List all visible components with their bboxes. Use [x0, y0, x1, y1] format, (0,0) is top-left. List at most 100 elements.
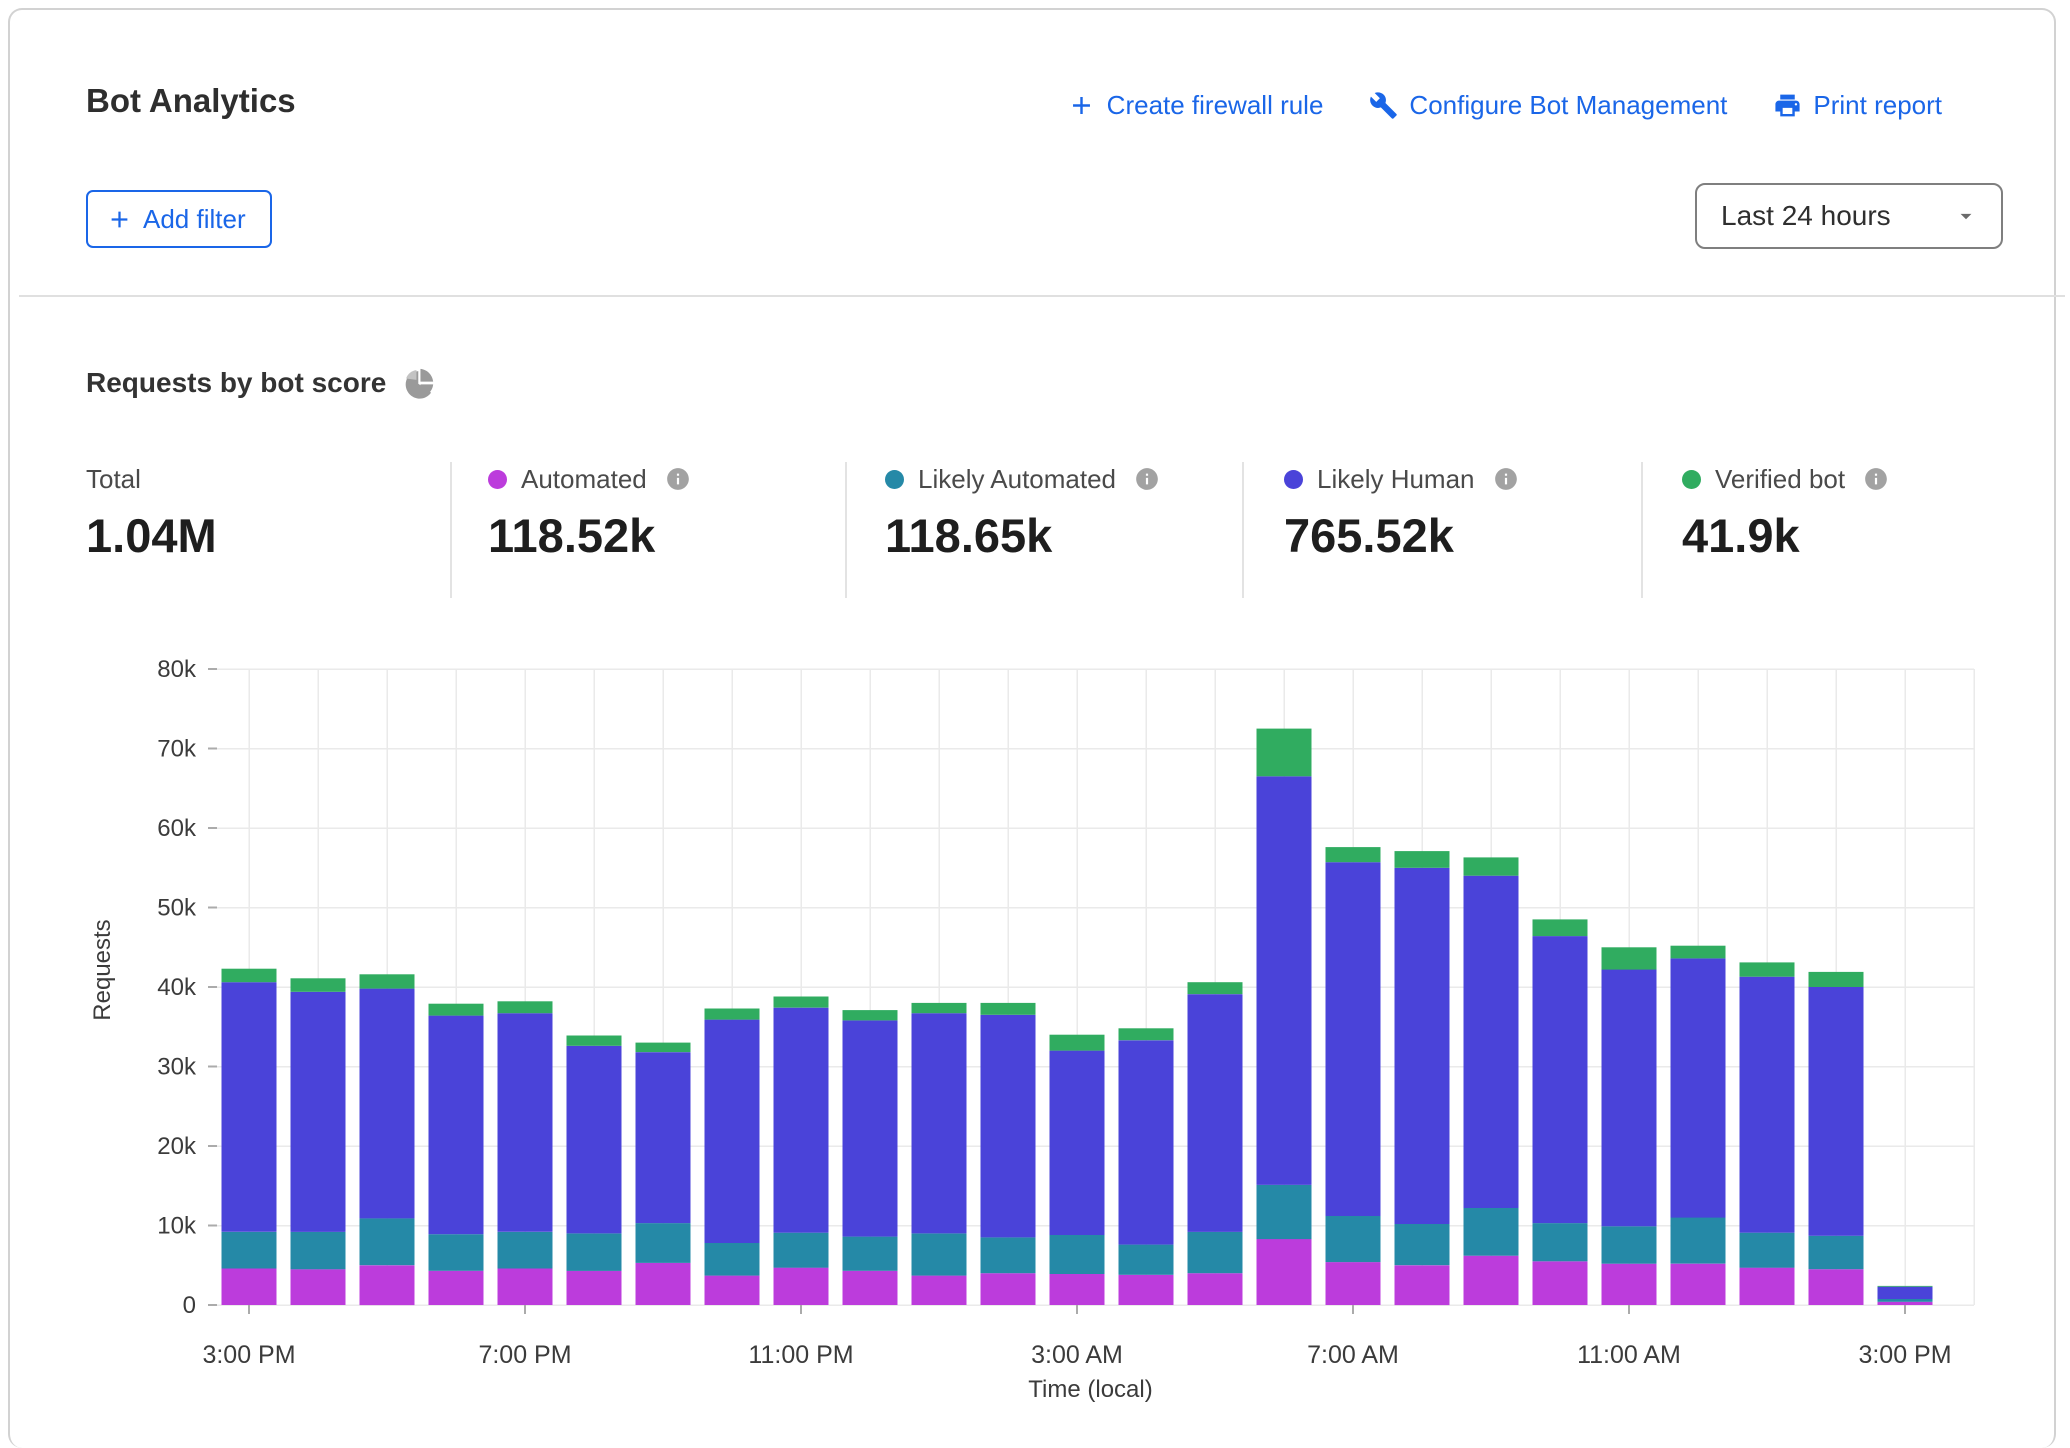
bar-segment[interactable]	[1740, 1268, 1795, 1305]
bar-segment[interactable]	[1257, 776, 1312, 1185]
bar-600PM[interactable]	[429, 1004, 484, 1305]
bar-1200PM[interactable]	[1671, 946, 1726, 1305]
bar-200PM[interactable]	[1809, 972, 1864, 1305]
bar-segment[interactable]	[912, 1234, 967, 1276]
bar-segment[interactable]	[1602, 1264, 1657, 1305]
bar-segment[interactable]	[291, 992, 346, 1232]
bar-segment[interactable]	[498, 1268, 553, 1305]
bar-segment[interactable]	[1809, 987, 1864, 1236]
bar-segment[interactable]	[1119, 1028, 1174, 1040]
bar-segment[interactable]	[1878, 1287, 1933, 1299]
bar-500AM[interactable]	[1188, 982, 1243, 1305]
bar-segment[interactable]	[222, 1232, 277, 1269]
bar-segment[interactable]	[705, 1009, 760, 1020]
bar-1100PM[interactable]	[774, 997, 829, 1306]
bar-1000AM[interactable]	[1533, 919, 1588, 1305]
bar-800PM[interactable]	[567, 1036, 622, 1306]
bar-segment[interactable]	[636, 1223, 691, 1263]
bar-segment[interactable]	[981, 1237, 1036, 1273]
configure-bot-management-link[interactable]: Configure Bot Management	[1369, 90, 1727, 121]
bar-segment[interactable]	[1119, 1275, 1174, 1305]
bar-segment[interactable]	[1188, 982, 1243, 994]
bar-segment[interactable]	[843, 1010, 898, 1020]
bar-segment[interactable]	[1119, 1245, 1174, 1275]
bar-segment[interactable]	[291, 978, 346, 992]
bar-segment[interactable]	[1119, 1040, 1174, 1244]
bar-segment[interactable]	[1602, 970, 1657, 1227]
bar-segment[interactable]	[981, 1273, 1036, 1305]
bar-600AM[interactable]	[1257, 729, 1312, 1305]
bar-segment[interactable]	[1740, 977, 1795, 1233]
bar-segment[interactable]	[498, 1001, 553, 1013]
bar-segment[interactable]	[705, 1020, 760, 1243]
bar-1100AM[interactable]	[1602, 947, 1657, 1305]
bar-segment[interactable]	[1533, 936, 1588, 1223]
bar-segment[interactable]	[636, 1263, 691, 1305]
bar-segment[interactable]	[222, 969, 277, 983]
bar-segment[interactable]	[1602, 947, 1657, 969]
bar-900AM[interactable]	[1464, 857, 1519, 1305]
bar-segment[interactable]	[291, 1232, 346, 1269]
bar-segment[interactable]	[1395, 1265, 1450, 1305]
create-firewall-rule-link[interactable]: Create firewall rule	[1067, 90, 1324, 121]
bar-segment[interactable]	[1671, 946, 1726, 959]
bar-segment[interactable]	[912, 1003, 967, 1013]
bar-segment[interactable]	[774, 1233, 829, 1268]
info-icon[interactable]	[1863, 466, 1889, 492]
bar-segment[interactable]	[360, 1265, 415, 1305]
bar-900PM[interactable]	[636, 1043, 691, 1305]
bar-segment[interactable]	[1533, 1223, 1588, 1261]
bar-segment[interactable]	[981, 1015, 1036, 1238]
bar-segment[interactable]	[429, 1234, 484, 1271]
bar-segment[interactable]	[1464, 1208, 1519, 1256]
bar-segment[interactable]	[1326, 1216, 1381, 1262]
bar-segment[interactable]	[1671, 1264, 1726, 1305]
info-icon[interactable]	[1493, 466, 1519, 492]
bar-segment[interactable]	[1395, 851, 1450, 868]
bar-segment[interactable]	[1464, 876, 1519, 1208]
bar-segment[interactable]	[774, 1268, 829, 1305]
bar-segment[interactable]	[360, 1218, 415, 1265]
bar-segment[interactable]	[1395, 1224, 1450, 1265]
bar-segment[interactable]	[1809, 972, 1864, 987]
bar-segment[interactable]	[360, 974, 415, 988]
bar-segment[interactable]	[1809, 1236, 1864, 1269]
bar-700AM[interactable]	[1326, 847, 1381, 1305]
bar-segment[interactable]	[1326, 862, 1381, 1216]
bar-1200AM[interactable]	[843, 1010, 898, 1305]
bar-segment[interactable]	[567, 1036, 622, 1046]
bar-segment[interactable]	[222, 982, 277, 1232]
bar-segment[interactable]	[981, 1003, 1036, 1015]
bar-segment[interactable]	[636, 1043, 691, 1053]
bar-segment[interactable]	[1809, 1269, 1864, 1305]
bar-segment[interactable]	[1533, 919, 1588, 936]
bar-400AM[interactable]	[1119, 1028, 1174, 1305]
bar-segment[interactable]	[1878, 1302, 1933, 1305]
bar-1000PM[interactable]	[705, 1009, 760, 1306]
bar-segment[interactable]	[1050, 1035, 1105, 1051]
bar-segment[interactable]	[843, 1237, 898, 1271]
bar-100AM[interactable]	[912, 1003, 967, 1305]
bar-segment[interactable]	[1878, 1299, 1933, 1302]
bar-segment[interactable]	[774, 997, 829, 1008]
bar-segment[interactable]	[1188, 1273, 1243, 1305]
bar-segment[interactable]	[498, 1013, 553, 1232]
bar-segment[interactable]	[567, 1271, 622, 1305]
bar-segment[interactable]	[1326, 847, 1381, 862]
bar-segment[interactable]	[843, 1020, 898, 1236]
info-icon[interactable]	[1134, 466, 1160, 492]
bar-400PM[interactable]	[291, 978, 346, 1305]
add-filter-button[interactable]: Add filter	[86, 190, 272, 248]
bar-segment[interactable]	[429, 1016, 484, 1235]
bar-segment[interactable]	[705, 1243, 760, 1276]
bar-segment[interactable]	[567, 1046, 622, 1234]
bar-segment[interactable]	[360, 989, 415, 1219]
bar-300AM[interactable]	[1050, 1035, 1105, 1305]
info-icon[interactable]	[665, 466, 691, 492]
stacked-bar-chart[interactable]: 010k20k30k40k50k60k70k80k3:00 PM7:00 PM1…	[10, 610, 2070, 1404]
bar-100PM[interactable]	[1740, 962, 1795, 1305]
bar-300PM[interactable]	[1878, 1286, 1933, 1305]
bar-segment[interactable]	[636, 1052, 691, 1223]
bar-segment[interactable]	[843, 1271, 898, 1305]
bar-500PM[interactable]	[360, 974, 415, 1305]
